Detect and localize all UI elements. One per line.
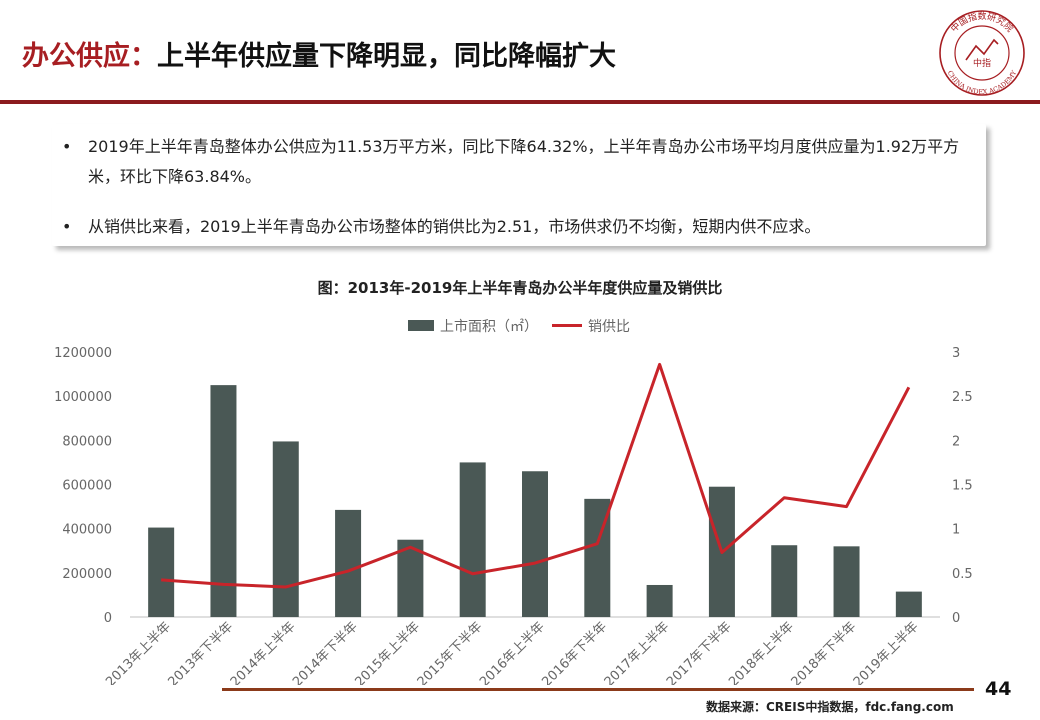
legend-bar-swatch — [408, 320, 434, 331]
y-right-tick-label: 0 — [952, 611, 960, 626]
bar — [397, 539, 424, 617]
y-right-tick-label: 0.5 — [952, 567, 973, 582]
y-left-tick-label: 1200000 — [54, 346, 112, 361]
legend-line-label: 销供比 — [588, 319, 630, 335]
bullet-item: • 从销供比来看，2019上半年青岛办公市场整体的销供比为2.51，市场供求仍不… — [62, 212, 962, 242]
title-divider — [0, 100, 1040, 104]
x-tick-label: 2016年下半年 — [539, 619, 610, 685]
bar — [459, 462, 486, 617]
page-title: 办公供应：上半年供应量下降明显，同比降幅扩大 — [22, 34, 616, 73]
x-tick-label: 2017年上半年 — [602, 619, 673, 685]
x-tick-label: 2013年下半年 — [166, 619, 237, 685]
y-right-tick-label: 1 — [952, 523, 960, 538]
footer-divider — [222, 688, 974, 691]
chart-title: 图：2013年-2019年上半年青岛办公半年度供应量及销供比 — [317, 279, 723, 297]
legend-bar-label: 上市面积（㎡） — [440, 319, 538, 335]
source-note: 数据来源：CREIS中指数据，fdc.fang.com — [706, 700, 954, 714]
y-right-tick-label: 2 — [952, 434, 960, 449]
y-right-tick-label: 1.5 — [952, 479, 973, 494]
x-tick-label: 2013年上半年 — [103, 619, 174, 685]
bar — [833, 546, 860, 617]
svg-text:中国指数研究院: 中国指数研究院 — [948, 10, 1016, 35]
x-tick-label: 2014年下半年 — [290, 619, 361, 685]
bar — [272, 441, 299, 617]
logo-top-text: 中国指数研究院 — [948, 10, 1016, 35]
logo-center-text: 中指 — [973, 57, 991, 69]
summary-box: • 2019年上半年青岛整体办公供应为11.53万平方米，同比下降64.32%，… — [52, 124, 986, 246]
x-tick-label: 2014年上半年 — [228, 619, 299, 685]
bar — [522, 471, 548, 617]
bullet-text: 2019年上半年青岛整体办公供应为11.53万平方米，同比下降64.32%，上半… — [88, 137, 960, 186]
combo-chart: 0 200000 400000 600000 800000 1000000 1200000 0… — [54, 346, 973, 685]
bullet-text: 从销供比来看，2019上半年青岛办公市场整体的销供比为2.51，市场供求仍不均衡… — [88, 217, 821, 236]
y-right-tick-label: 3 — [952, 346, 960, 361]
legend-line-swatch — [552, 324, 582, 327]
title-accent: 办公供应： — [22, 41, 157, 72]
y-left-tick-label: 800000 — [62, 434, 112, 449]
page-number: 44 — [985, 678, 1012, 700]
y-left-tick-label: 0 — [104, 611, 112, 626]
y-left-tick-label: 600000 — [62, 479, 112, 494]
bar — [771, 545, 798, 617]
x-tick-label: 2018年下半年 — [789, 619, 860, 685]
academy-logo: 中国指数研究院 CHINA INDEX ACADEMY 中指 — [939, 10, 1025, 96]
bar — [895, 591, 922, 617]
ratio-line — [161, 362, 911, 589]
x-tick-label: 2015年上半年 — [352, 619, 423, 685]
x-tick-label: 2018年上半年 — [726, 619, 797, 685]
svg-text:CHINA INDEX ACADEMY: CHINA INDEX ACADEMY — [946, 69, 1019, 96]
x-tick-label: 2019年上半年 — [851, 619, 922, 685]
y-left-tick-label: 200000 — [62, 567, 112, 582]
bullet-marker: • — [62, 217, 72, 236]
bar — [335, 509, 362, 617]
bar — [210, 385, 237, 617]
bar — [148, 527, 175, 617]
logo-bottom-text: CHINA INDEX ACADEMY — [946, 69, 1019, 96]
y-left-tick-label: 400000 — [62, 523, 112, 538]
title-main: 上半年供应量下降明显，同比降幅扩大 — [157, 41, 616, 72]
bullet-item: • 2019年上半年青岛整体办公供应为11.53万平方米，同比下降64.32%，… — [62, 132, 962, 192]
x-tick-label: 2016年上半年 — [477, 619, 548, 685]
bullet-marker: • — [62, 137, 72, 156]
y-left-tick-label: 1000000 — [54, 390, 112, 405]
x-tick-label: 2015年下半年 — [415, 619, 486, 685]
bar — [646, 584, 673, 617]
x-tick-label: 2017年下半年 — [664, 619, 735, 685]
y-right-tick-label: 2.5 — [952, 390, 973, 405]
